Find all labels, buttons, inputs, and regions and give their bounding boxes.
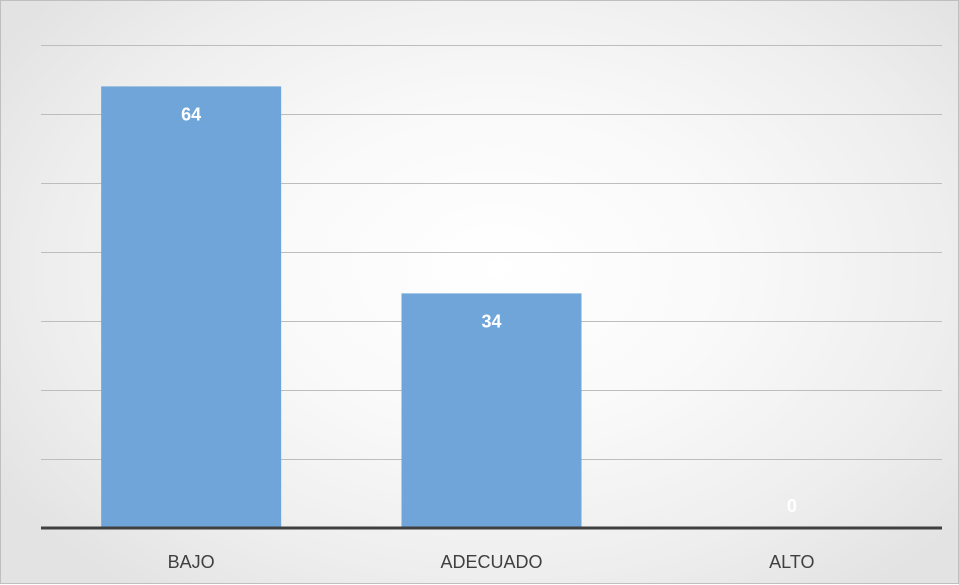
category-label-adecuado: ADECUADO bbox=[440, 552, 542, 572]
category-labels: BAJO ADECUADO ALTO bbox=[168, 552, 815, 572]
bars bbox=[101, 86, 582, 529]
data-label-bajo: 64 bbox=[181, 104, 201, 124]
data-label-alto: 0 bbox=[787, 496, 797, 516]
data-label-adecuado: 34 bbox=[481, 311, 501, 331]
bar-bajo bbox=[101, 86, 282, 529]
bar-adecuado bbox=[401, 293, 582, 528]
category-label-alto: ALTO bbox=[769, 552, 814, 572]
data-labels: 64 34 0 bbox=[181, 104, 797, 516]
category-label-bajo: BAJO bbox=[168, 552, 215, 572]
